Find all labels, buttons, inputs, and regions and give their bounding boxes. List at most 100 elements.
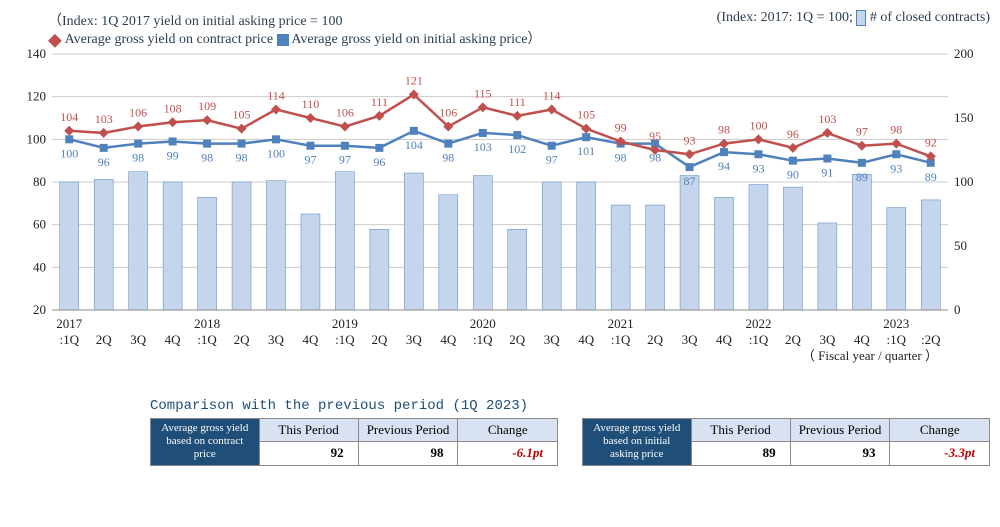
svg-text:20: 20: [33, 302, 46, 317]
svg-text:96: 96: [373, 155, 385, 169]
right-prev: 93: [790, 442, 890, 465]
svg-text:4Q: 4Q: [854, 332, 871, 347]
svg-text:92: 92: [925, 135, 937, 149]
svg-text:97: 97: [856, 125, 868, 139]
svg-text:114: 114: [267, 88, 285, 102]
rowhead-left: Average gross yield based on contract pr…: [151, 419, 260, 466]
svg-text:102: 102: [508, 142, 526, 156]
svg-text:89: 89: [925, 170, 937, 184]
left-prev: 98: [358, 442, 458, 465]
left-this: 92: [259, 442, 358, 465]
svg-text:104: 104: [405, 138, 423, 152]
svg-text:2020: 2020: [470, 316, 496, 331]
svg-text:120: 120: [27, 89, 47, 104]
svg-text:（ Fiscal year / quarter ）: （ Fiscal year / quarter ）: [802, 348, 938, 363]
svg-text:3Q: 3Q: [406, 332, 423, 347]
svg-text:100: 100: [27, 131, 47, 146]
svg-text::1Q: :1Q: [749, 332, 769, 347]
svg-text:2Q: 2Q: [234, 332, 251, 347]
svg-text:98: 98: [442, 151, 454, 165]
svg-text:2022: 2022: [745, 316, 771, 331]
svg-text:40: 40: [33, 259, 46, 274]
col-this: This Period: [259, 419, 358, 442]
bar-legend-icon: [856, 10, 866, 26]
svg-text:4Q: 4Q: [578, 332, 595, 347]
svg-text:150: 150: [954, 110, 974, 125]
svg-text:99: 99: [615, 120, 627, 134]
svg-text:2019: 2019: [332, 316, 358, 331]
svg-text:2Q: 2Q: [371, 332, 388, 347]
rowhead-right: Average gross yield based on initial ask…: [583, 419, 692, 466]
svg-text:3Q: 3Q: [544, 332, 561, 347]
svg-text:105: 105: [577, 108, 595, 122]
svg-text:105: 105: [233, 108, 251, 122]
left-change: -6.1pt: [458, 442, 558, 465]
svg-text:2Q: 2Q: [96, 332, 113, 347]
svg-text:90: 90: [787, 168, 799, 182]
note-top-right-a: (Index: 2017: 1Q = 100;: [717, 10, 857, 25]
svg-text:103: 103: [474, 140, 492, 154]
comparison-section: Comparison with the previous period (1Q …: [150, 398, 990, 466]
svg-text:99: 99: [167, 148, 179, 162]
svg-text:109: 109: [198, 99, 216, 113]
svg-text:98: 98: [132, 151, 144, 165]
svg-text:93: 93: [684, 133, 696, 147]
svg-text:94: 94: [718, 159, 730, 173]
comparison-table-right: Average gross yield based on initial ask…: [582, 418, 990, 466]
svg-text:101: 101: [577, 144, 595, 158]
legend-red-label: Average gross yield on contract price: [65, 32, 277, 47]
svg-text:4Q: 4Q: [303, 332, 320, 347]
svg-text:110: 110: [302, 97, 320, 111]
svg-text:2Q: 2Q: [509, 332, 526, 347]
svg-text:100: 100: [749, 118, 767, 132]
svg-text:2017: 2017: [56, 316, 83, 331]
svg-text:97: 97: [339, 153, 351, 167]
svg-text:104: 104: [60, 110, 78, 124]
svg-text:106: 106: [439, 106, 457, 120]
svg-text:50: 50: [954, 238, 967, 253]
svg-text:98: 98: [718, 123, 730, 137]
svg-text:2021: 2021: [608, 316, 634, 331]
svg-text:2Q: 2Q: [647, 332, 664, 347]
svg-text:100: 100: [267, 146, 285, 160]
svg-text:96: 96: [98, 155, 110, 169]
svg-text:93: 93: [752, 161, 764, 175]
svg-text::1Q: :1Q: [887, 332, 907, 347]
svg-text:2023: 2023: [883, 316, 909, 331]
svg-text:91: 91: [821, 166, 833, 180]
svg-text:103: 103: [818, 112, 836, 126]
svg-text:98: 98: [201, 151, 213, 165]
svg-text:100: 100: [954, 174, 974, 189]
col-change: Change: [458, 419, 558, 442]
note-top-right: (Index: 2017: 1Q = 100; # of closed cont…: [717, 10, 990, 26]
note-top-left: （Index: 1Q 2017 yield on initial asking …: [48, 10, 342, 30]
svg-text:93: 93: [890, 161, 902, 175]
svg-text:3Q: 3Q: [819, 332, 836, 347]
col-prev-r: Previous Period: [790, 419, 890, 442]
square-icon: [277, 34, 289, 46]
svg-text:200: 200: [954, 46, 974, 61]
svg-text:114: 114: [543, 88, 561, 102]
comparison-title: Comparison with the previous period (1Q …: [150, 398, 990, 414]
svg-text:89: 89: [856, 170, 868, 184]
svg-text:121: 121: [405, 74, 423, 88]
svg-text::1Q: :1Q: [197, 332, 217, 347]
svg-text:98: 98: [890, 123, 902, 137]
chart-container: （Index: 1Q 2017 yield on initial asking …: [10, 10, 990, 390]
note-top-right-b: # of closed contracts): [870, 10, 990, 25]
col-change-r: Change: [890, 419, 990, 442]
svg-text:111: 111: [371, 95, 388, 109]
svg-text:98: 98: [615, 151, 627, 165]
svg-text::1Q: :1Q: [611, 332, 631, 347]
svg-text:95: 95: [649, 129, 661, 143]
svg-text:0: 0: [954, 302, 961, 317]
diamond-icon: ◆: [48, 29, 62, 49]
svg-text:97: 97: [304, 153, 316, 167]
svg-text:2Q: 2Q: [785, 332, 802, 347]
svg-text::2Q: :2Q: [921, 332, 941, 347]
comparison-table-left: Average gross yield based on contract pr…: [150, 418, 558, 466]
svg-text:4Q: 4Q: [716, 332, 733, 347]
svg-text:140: 140: [27, 46, 47, 61]
svg-text:100: 100: [60, 146, 78, 160]
svg-text:4Q: 4Q: [440, 332, 457, 347]
